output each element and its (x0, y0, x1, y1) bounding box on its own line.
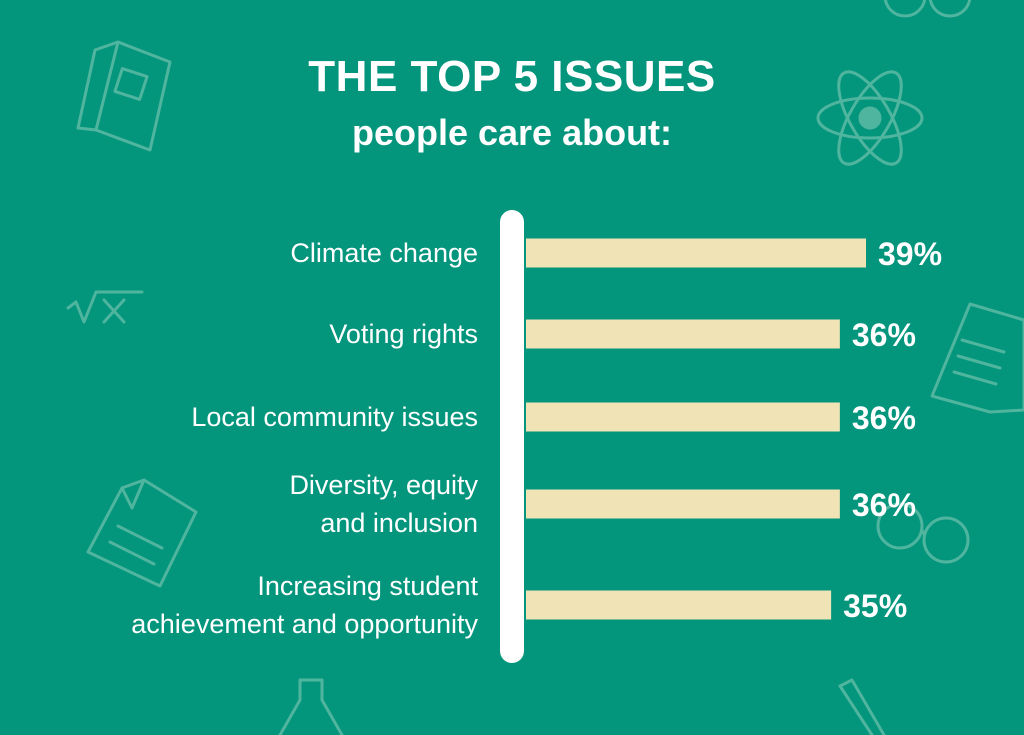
category-label: and inclusion (320, 508, 478, 538)
square-root-icon (66, 290, 144, 324)
chart-title: THE TOP 5 ISSUES (308, 52, 716, 101)
value-label: 39% (878, 236, 942, 272)
category-label: Increasing student (257, 571, 478, 601)
value-label: 35% (843, 588, 907, 624)
category-label: achievement and opportunity (131, 609, 478, 639)
glasses-top-icon (883, 0, 972, 18)
bar (526, 590, 832, 620)
pen-icon (838, 678, 886, 735)
category-label: Diversity, equity (289, 470, 478, 500)
category-label: Local community issues (191, 402, 478, 432)
flask-icon (278, 678, 344, 735)
bar (526, 238, 866, 268)
value-label: 36% (852, 317, 916, 353)
bar (526, 402, 840, 432)
glasses-icon (876, 502, 970, 564)
document-icon (930, 302, 1024, 414)
atom-icon (816, 70, 924, 166)
value-label: 36% (852, 487, 916, 523)
chart-subtitle: people care about: (351, 112, 673, 153)
bar (526, 489, 840, 519)
book-icon (76, 40, 172, 152)
bar (526, 319, 840, 349)
category-label: Climate change (290, 238, 478, 268)
value-label: 36% (852, 400, 916, 436)
category-label: Voting rights (329, 319, 478, 349)
document-icon (86, 478, 198, 588)
